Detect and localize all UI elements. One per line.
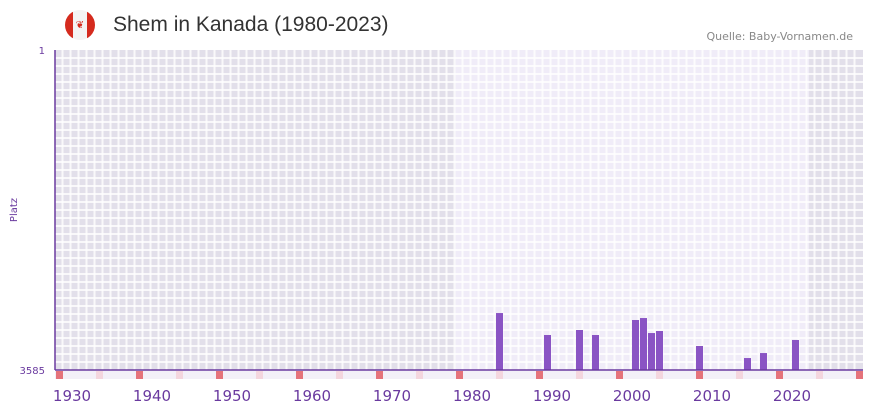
decade-marker	[296, 371, 303, 379]
half-decade-marker	[336, 371, 343, 379]
half-decade-marker	[416, 371, 423, 379]
x-tick-label: 1970	[373, 387, 411, 405]
bar-1983	[496, 313, 503, 370]
canada-flag-icon: ❦	[65, 10, 95, 40]
decade-marker	[776, 371, 783, 379]
decade-marker	[216, 371, 223, 379]
y-axis-label: Platz	[9, 198, 20, 222]
bar-2001	[640, 318, 647, 370]
bar-2014	[744, 358, 751, 370]
decade-marker	[376, 371, 383, 379]
x-tick-label: 1960	[293, 387, 331, 405]
x-tick-label: 2000	[613, 387, 651, 405]
decade-marker	[56, 371, 63, 379]
bar-2000	[632, 320, 639, 370]
decade-marker	[456, 371, 463, 379]
half-decade-marker	[816, 371, 823, 379]
y-tick-label: 1	[39, 46, 45, 57]
y-tick-label: 3585	[20, 366, 45, 377]
half-decade-marker	[256, 371, 263, 379]
bar-2002	[648, 333, 655, 370]
decade-marker	[696, 371, 703, 379]
x-tick-label: 1990	[533, 387, 571, 405]
x-tick-label: 1950	[213, 387, 251, 405]
half-decade-marker	[96, 371, 103, 379]
x-tick-label: 2020	[773, 387, 811, 405]
chart-title: Shem in Kanada (1980-2023)	[113, 13, 389, 36]
bar-2003	[656, 330, 663, 370]
bar-1993	[576, 330, 583, 370]
half-decade-marker	[176, 371, 183, 379]
half-decade-marker	[656, 371, 663, 379]
bar-2016	[760, 353, 767, 370]
x-tick-label: 2010	[693, 387, 731, 405]
decade-marker	[136, 371, 143, 379]
bar-1995	[592, 335, 599, 370]
half-decade-marker	[576, 371, 583, 379]
x-tick-label: 1930	[53, 387, 91, 405]
decade-marker	[536, 371, 543, 379]
half-decade-marker	[496, 371, 503, 379]
bar-2008	[696, 345, 703, 370]
x-tick-label: 1940	[133, 387, 171, 405]
x-tick-label: 1980	[453, 387, 491, 405]
bar-1989	[544, 335, 551, 370]
source-link[interactable]: Quelle: Baby-Vornamen.de	[706, 30, 853, 43]
half-decade-marker	[736, 371, 743, 379]
decade-marker	[856, 371, 863, 379]
decade-marker	[616, 371, 623, 379]
bar-2020	[792, 340, 799, 370]
